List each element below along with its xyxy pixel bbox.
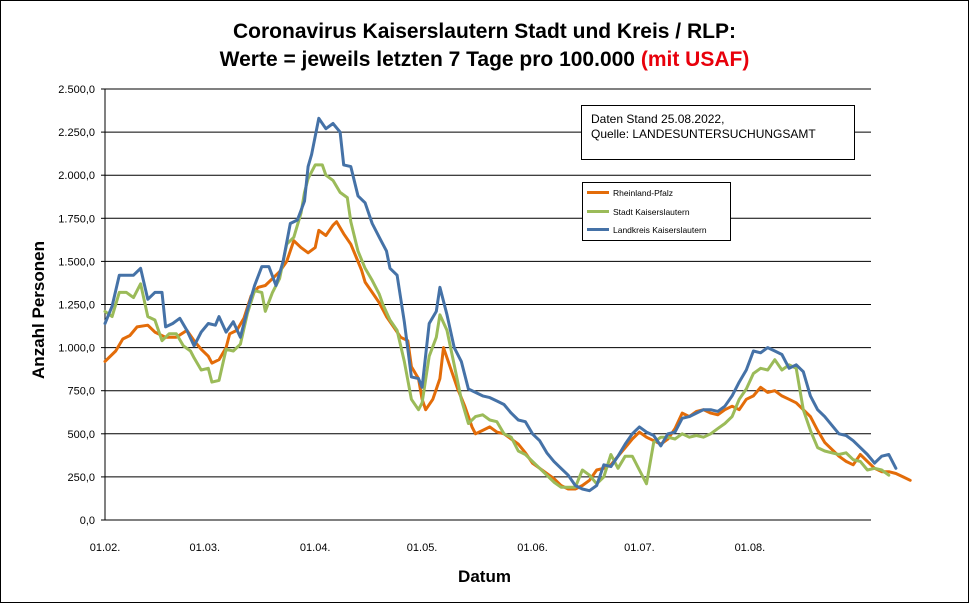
tick-labels: 0,0 250,0 500,0 750,0 1.000,0 1.250,0 1.500,0 1… xyxy=(58,84,765,554)
chart-title-highlight: (mit USAF) xyxy=(640,48,750,71)
y-tick-label: 1.750,0 xyxy=(58,213,95,225)
legend: Rheinland-Pfalz Stadt Kaiserslautern Lan… xyxy=(582,182,731,241)
x-tick-label: 01.06. xyxy=(517,542,548,554)
chart-title: Coronavirus Kaiserslautern Stadt und Kre… xyxy=(0,18,969,74)
x-tick-label: 01.04. xyxy=(300,542,331,554)
x-tick-label: 01.03. xyxy=(189,542,220,554)
chart-title-line1: Coronavirus Kaiserslautern Stadt und Kre… xyxy=(233,20,736,43)
legend-swatch-stadt xyxy=(587,210,609,214)
y-tick-label: 2.250,0 xyxy=(58,127,95,139)
x-tick-label: 01.02. xyxy=(90,542,121,554)
chart-title-line2: Werte = jeweils letzten 7 Tage pro 100.0… xyxy=(0,46,969,74)
x-axis-label: Datum xyxy=(458,567,511,586)
legend-entry-stadt: Stadt Kaiserslautern xyxy=(587,205,690,219)
legend-label-landkreis: Landkreis Kaiserslautern xyxy=(613,225,707,235)
series-line-landkreis-kaiserslautern xyxy=(103,116,898,493)
legend-swatch-rlp xyxy=(587,191,609,195)
legend-entry-rlp: Rheinland-Pfalz xyxy=(587,186,673,200)
legend-swatch-landkreis xyxy=(587,228,609,232)
series-line-stadt-kaiserslautern xyxy=(103,163,891,489)
x-tick-label: 01.07. xyxy=(624,542,655,554)
series-lines xyxy=(103,116,912,493)
x-tick-label: 01.05. xyxy=(407,542,438,554)
y-tick-label: 1.250,0 xyxy=(58,300,95,312)
source-date: Daten Stand 25.08.2022, xyxy=(591,112,725,126)
legend-entry-landkreis: Landkreis Kaiserslautern xyxy=(587,223,707,237)
y-tick-label: 750,0 xyxy=(67,386,95,398)
y-tick-label: 2.500,0 xyxy=(58,84,95,96)
x-tick-label: 01.08. xyxy=(735,542,766,554)
y-tick-label: 0,0 xyxy=(80,515,95,527)
legend-label-rlp: Rheinland-Pfalz xyxy=(613,188,674,198)
y-axis-label: Anzahl Personen xyxy=(29,241,48,379)
axes xyxy=(101,88,871,521)
y-tick-label: 1.500,0 xyxy=(58,256,95,268)
y-tick-label: 500,0 xyxy=(67,429,95,441)
y-tick-label: 2.000,0 xyxy=(58,170,95,182)
chart-title-line2-text: Werte = jeweils letzten 7 Tage pro 100.0… xyxy=(219,48,635,71)
y-tick-label: 1.000,0 xyxy=(58,343,95,355)
source-name: Quelle: LANDESUNTERSUCHUNGSAMT xyxy=(591,127,816,141)
source-box: Daten Stand 25.08.2022, Quelle: LANDESUN… xyxy=(581,105,855,160)
legend-label-stadt: Stadt Kaiserslautern xyxy=(613,207,690,217)
y-tick-label: 250,0 xyxy=(67,472,95,484)
